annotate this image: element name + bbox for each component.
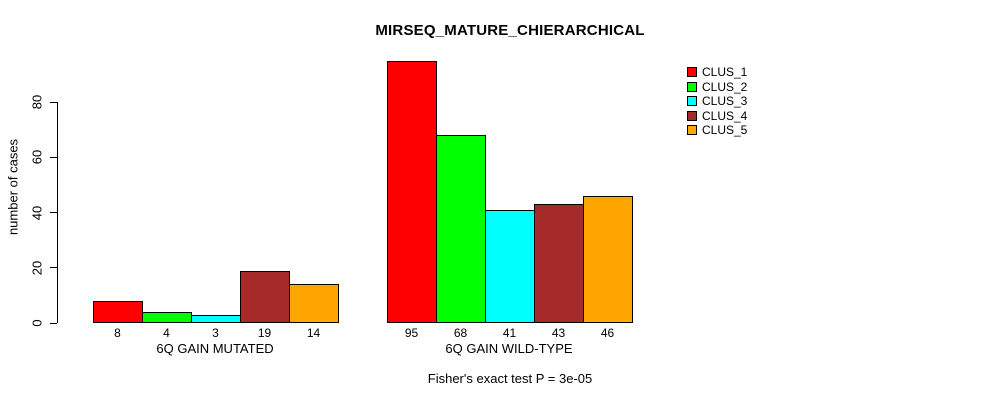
- bar-value-label: 41: [502, 326, 517, 340]
- legend-label: CLUS_5: [702, 123, 748, 137]
- bar-value-label: 14: [306, 326, 321, 340]
- y-tick-label: 0: [29, 319, 45, 327]
- y-tick: [50, 267, 57, 269]
- group-label-wild-type: 6Q GAIN WILD-TYPE: [445, 341, 573, 356]
- y-tick: [50, 212, 57, 213]
- bar-clus_3: [484, 209, 535, 323]
- bar-value-label: 68: [453, 326, 468, 340]
- legend-swatch: [687, 96, 697, 106]
- legend-label: CLUS_3: [702, 94, 748, 108]
- y-tick-label: 60: [29, 150, 45, 165]
- y-tick-label: 80: [29, 94, 45, 110]
- y-axis-line: [57, 102, 58, 323]
- legend-item: CLUS_1: [687, 66, 747, 78]
- bar-clus_1: [92, 300, 143, 323]
- legend-item: CLUS_4: [687, 110, 747, 122]
- bar-clus_4: [533, 204, 584, 323]
- bar-clus_4: [239, 270, 290, 323]
- legend-swatch: [687, 125, 697, 135]
- bar-clus_2: [141, 311, 192, 323]
- y-tick-label: 40: [29, 205, 45, 220]
- legend-swatch: [687, 81, 697, 92]
- legend-item: CLUS_3: [687, 95, 747, 107]
- chart-title: MIRSEQ_MATURE_CHIERARCHICAL: [375, 22, 645, 39]
- bar-value-label: 3: [212, 326, 219, 340]
- group-label-mutated: 6Q GAIN MUTATED: [156, 341, 274, 356]
- bar-clus_3: [190, 314, 241, 323]
- caption-fishers-test: Fisher's exact test P = 3e-05: [427, 371, 593, 386]
- bar-value-label: 43: [551, 326, 566, 340]
- legend-label: CLUS_4: [702, 108, 748, 123]
- y-tick: [50, 156, 57, 158]
- bar-clus_1: [386, 60, 437, 323]
- bar-clus_2: [435, 135, 486, 323]
- legend-item: CLUS_2: [687, 81, 747, 93]
- y-tick-label: 20: [29, 260, 45, 275]
- bar-value-label: 8: [114, 326, 121, 340]
- bar-value-label: 4: [163, 326, 170, 340]
- y-tick: [50, 322, 57, 324]
- bar-value-label: 46: [600, 326, 615, 340]
- legend-swatch: [687, 110, 697, 121]
- y-tick: [50, 101, 57, 103]
- legend: CLUS_1 CLUS_2 CLUS_3 CLUS_4 CLUS_5: [687, 66, 747, 139]
- bar-clus_5: [288, 284, 339, 323]
- legend-item: CLUS_5: [687, 124, 747, 136]
- y-axis-label: number of cases: [5, 138, 21, 236]
- bar-value-label: 95: [404, 326, 419, 340]
- legend-label: CLUS_1: [702, 65, 748, 79]
- legend-label: CLUS_2: [702, 79, 748, 94]
- bar-value-label: 19: [257, 326, 272, 340]
- legend-swatch: [687, 67, 697, 77]
- bar-clus_5: [582, 195, 633, 323]
